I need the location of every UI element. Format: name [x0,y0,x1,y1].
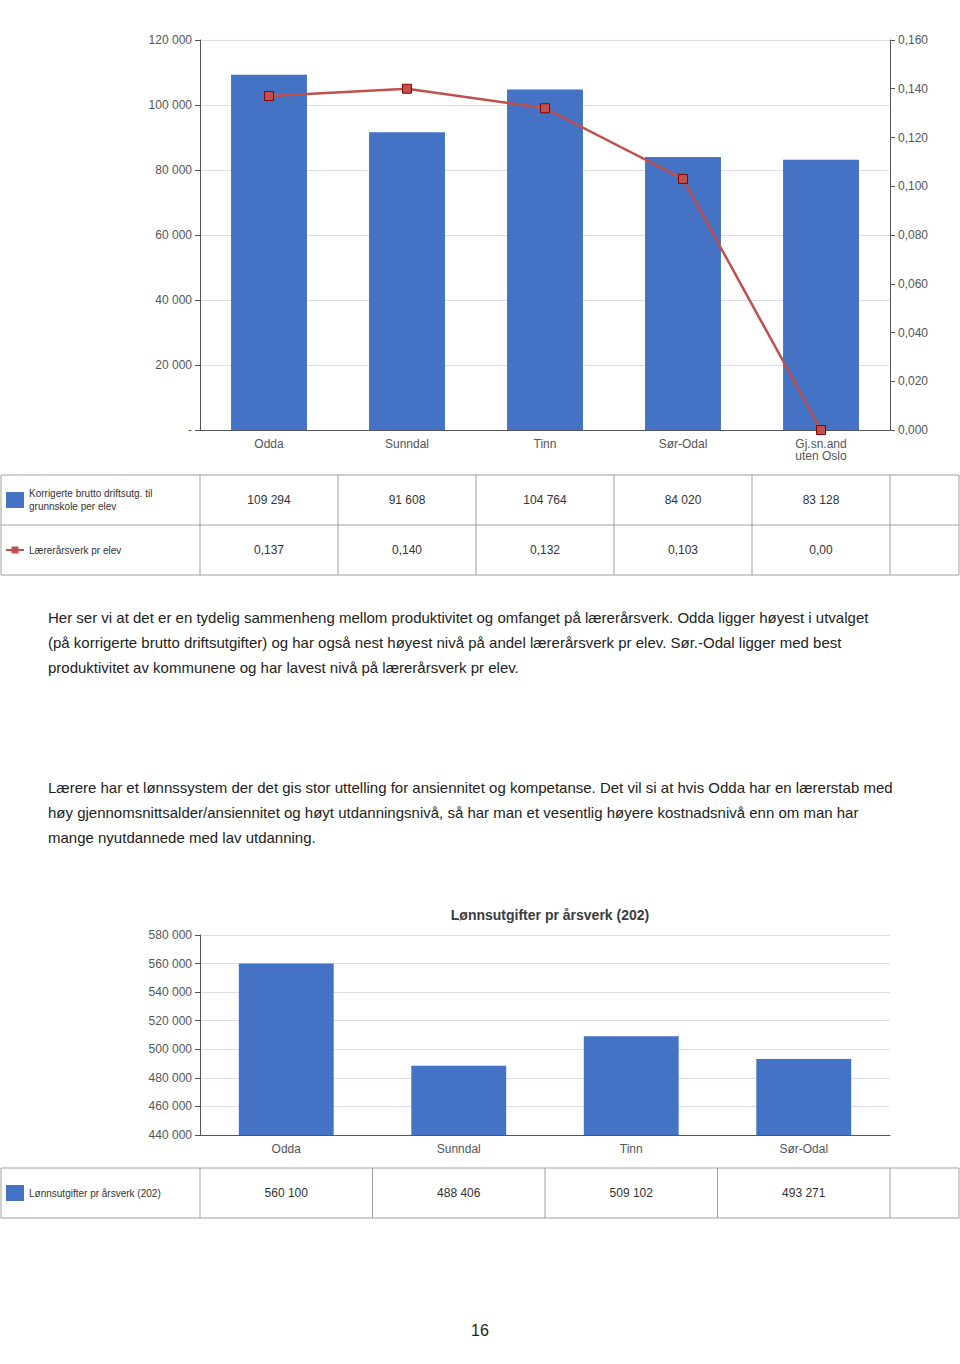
svg-text:0,140: 0,140 [898,82,928,96]
svg-text:Lønnsutgifter pr årsverk (202): Lønnsutgifter pr årsverk (202) [29,1188,161,1199]
svg-text:560 100: 560 100 [265,1186,309,1200]
svg-text:109 294: 109 294 [247,493,291,507]
svg-text:Sør-Odal: Sør-Odal [779,1142,828,1156]
svg-text:440 000: 440 000 [149,1128,193,1142]
svg-text:Sør-Odal: Sør-Odal [659,437,708,451]
svg-text:120 000: 120 000 [149,33,193,47]
svg-text:16: 16 [471,1322,489,1339]
svg-text:0,100: 0,100 [898,179,928,193]
svg-text:0,140: 0,140 [392,543,422,557]
svg-text:-: - [188,423,192,437]
svg-text:0,00: 0,00 [809,543,833,557]
svg-text:grunnskole per elev: grunnskole per elev [29,501,116,512]
svg-text:uten Oslo: uten Oslo [795,449,847,463]
svg-text:Tinn: Tinn [620,1142,643,1156]
svg-text:0,160: 0,160 [898,33,928,47]
svg-text:488 406: 488 406 [437,1186,481,1200]
svg-text:Lønnsutgifter pr årsverk (202): Lønnsutgifter pr årsverk (202) [451,907,649,923]
svg-text:0,137: 0,137 [254,543,284,557]
svg-text:493 271: 493 271 [782,1186,826,1200]
svg-text:40 000: 40 000 [155,293,192,307]
svg-text:91 608: 91 608 [389,493,426,507]
svg-text:0,040: 0,040 [898,326,928,340]
svg-text:høy gjennomsnittsalder/ansienn: høy gjennomsnittsalder/ansiennitet og hø… [48,804,863,821]
svg-text:104 764: 104 764 [523,493,567,507]
svg-text:460 000: 460 000 [149,1099,193,1113]
svg-text:Gj.sn.and: Gj.sn.and [795,437,847,451]
svg-text:Sunndal: Sunndal [385,437,429,451]
svg-text:520 000: 520 000 [149,1014,193,1028]
svg-text:509 102: 509 102 [610,1186,654,1200]
svg-text:Odda: Odda [254,437,284,451]
svg-text:Lærerårsverk pr elev: Lærerårsverk pr elev [29,545,121,556]
svg-text:80 000: 80 000 [155,163,192,177]
svg-text:Sunndal: Sunndal [437,1142,481,1156]
svg-text:0,103: 0,103 [668,543,698,557]
svg-text:0,000: 0,000 [898,423,928,437]
svg-text:(på korrigerte brutto driftsut: (på korrigerte brutto driftsutgifter) og… [48,634,846,651]
svg-text:Tinn: Tinn [534,437,557,451]
svg-text:560 000: 560 000 [149,957,193,971]
svg-text:60 000: 60 000 [155,228,192,242]
svg-text:0,120: 0,120 [898,131,928,145]
svg-text:100 000: 100 000 [149,98,193,112]
svg-text:Her ser vi at det er en tydeli: Her ser vi at det er en tydelig sammenhe… [48,609,873,626]
svg-text:Korrigerte brutto driftsutg. t: Korrigerte brutto driftsutg. til [29,488,152,499]
svg-text:Lærere har et lønnssystem der: Lærere har et lønnssystem der det gis st… [48,779,897,796]
svg-text:20 000: 20 000 [155,358,192,372]
svg-text:580 000: 580 000 [149,928,193,942]
svg-text:480 000: 480 000 [149,1071,193,1085]
svg-text:0,080: 0,080 [898,228,928,242]
svg-text:Odda: Odda [272,1142,302,1156]
svg-text:0,060: 0,060 [898,277,928,291]
svg-text:mange nyutdannede med lav utda: mange nyutdannede med lav utdanning. [48,829,316,846]
svg-text:540 000: 540 000 [149,985,193,999]
svg-text:0,132: 0,132 [530,543,560,557]
svg-text:0,020: 0,020 [898,374,928,388]
svg-text:500 000: 500 000 [149,1042,193,1056]
svg-text:84 020: 84 020 [665,493,702,507]
svg-text:produktivitet av kommunene og: produktivitet av kommunene og har lavest… [48,659,519,676]
svg-text:83 128: 83 128 [803,493,840,507]
